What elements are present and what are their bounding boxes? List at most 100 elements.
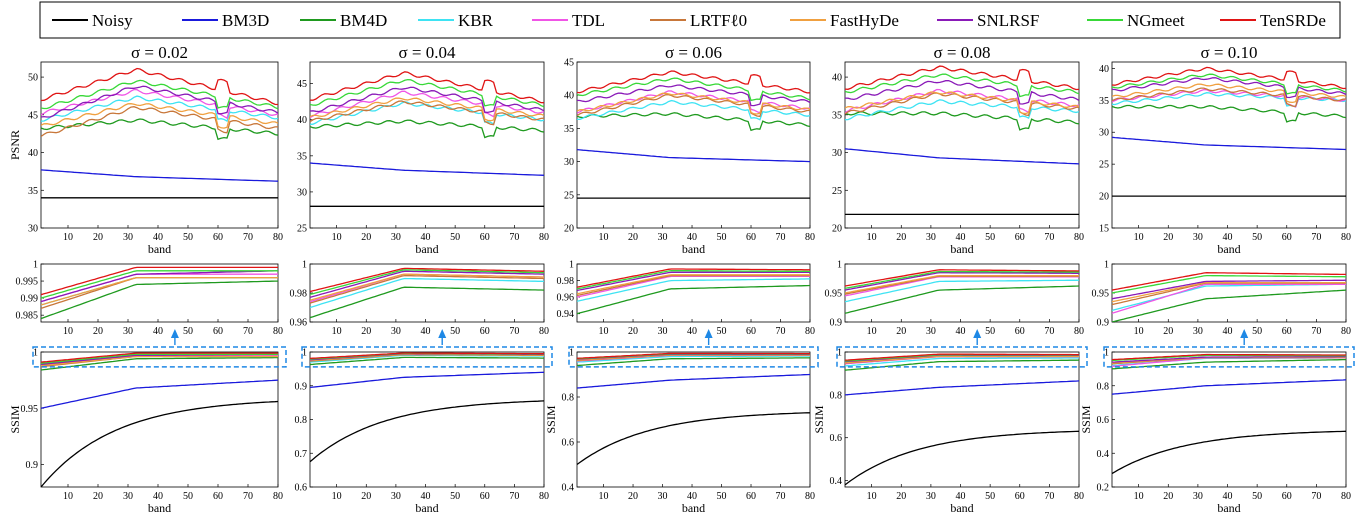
ssim-frame bbox=[576, 351, 811, 488]
series-line bbox=[1112, 274, 1346, 294]
psnr-frame bbox=[1111, 61, 1347, 229]
x-tick-label: 10 bbox=[599, 326, 609, 337]
x-tick-label: 50 bbox=[985, 326, 995, 337]
series-line bbox=[577, 92, 810, 115]
x-tick-label: 20 bbox=[93, 232, 103, 243]
y-tick-label: 25 bbox=[1099, 160, 1109, 171]
series-line bbox=[310, 78, 544, 108]
x-tick-label: 50 bbox=[717, 326, 727, 337]
ssim_zoom-plot: 10 20 30 40 50 60 70 80 0.94 0.96 0.98 1 bbox=[557, 260, 816, 338]
series-line bbox=[1112, 353, 1346, 361]
ssim_zoom-frame bbox=[40, 263, 279, 323]
series-line bbox=[41, 280, 278, 320]
y-tick-label: 0.96 bbox=[290, 318, 308, 329]
x-tick-label: 50 bbox=[717, 491, 727, 502]
x-tick-label: 80 bbox=[539, 326, 549, 337]
y-tick-label: 30 bbox=[1099, 128, 1109, 139]
x-tick-label: 80 bbox=[273, 326, 283, 337]
y-tick-label: 30 bbox=[832, 148, 842, 159]
series-line bbox=[41, 356, 278, 371]
y-axis-label: SSIM bbox=[1079, 405, 1093, 433]
ssim-plot: 10 20 30 40 50 60 70 80 0.4 0.6 0.8 1 band SSIM bbox=[544, 329, 819, 515]
x-tick-label: 50 bbox=[183, 491, 193, 502]
x-tick-label: 70 bbox=[776, 491, 786, 502]
y-tick-label: 35 bbox=[564, 124, 574, 135]
x-tick-label: 60 bbox=[1282, 326, 1292, 337]
x-tick-label: 10 bbox=[867, 491, 877, 502]
series-line bbox=[41, 352, 278, 363]
y-axis-label: SSIM bbox=[812, 405, 826, 433]
series-line bbox=[310, 354, 544, 363]
x-axis-label: band bbox=[950, 242, 973, 256]
series-line bbox=[577, 77, 810, 102]
series-line bbox=[577, 148, 810, 163]
x-tick-label: 40 bbox=[956, 491, 966, 502]
x-tick-label: 50 bbox=[450, 232, 460, 243]
x-tick-label: 80 bbox=[805, 491, 815, 502]
y-tick-label: 45 bbox=[297, 79, 307, 90]
y-tick-label: 0.95 bbox=[21, 404, 39, 415]
y-tick-label: 40 bbox=[297, 115, 307, 126]
legend-label: SNLRSF bbox=[977, 11, 1039, 30]
y-tick-label: 50 bbox=[28, 73, 38, 84]
y-tick-label: 0.8 bbox=[830, 390, 843, 401]
y-tick-label: 40 bbox=[564, 91, 574, 102]
y-tick-label: 0.6 bbox=[1097, 415, 1110, 426]
y-tick-label: 15 bbox=[1099, 224, 1109, 235]
x-tick-label: 70 bbox=[1044, 232, 1054, 243]
x-tick-label: 40 bbox=[956, 232, 966, 243]
x-tick-label: 40 bbox=[687, 491, 697, 502]
x-tick-label: 80 bbox=[1341, 326, 1351, 337]
y-tick-label: 1 bbox=[302, 260, 307, 271]
y-tick-label: 0.94 bbox=[557, 309, 575, 320]
series-line bbox=[41, 355, 278, 367]
x-tick-label: 80 bbox=[273, 491, 283, 502]
y-tick-label: 40 bbox=[28, 148, 38, 159]
series-line bbox=[310, 162, 544, 176]
series-line bbox=[845, 274, 1079, 294]
x-axis-label: band bbox=[415, 501, 438, 515]
x-tick-label: 80 bbox=[1074, 326, 1084, 337]
y-tick-label: 0.8 bbox=[1097, 381, 1110, 392]
x-tick-label: 60 bbox=[1282, 491, 1292, 502]
series-line bbox=[310, 119, 544, 139]
x-tick-label: 70 bbox=[243, 326, 253, 337]
series-line bbox=[845, 357, 1079, 367]
y-tick-label: 0.985 bbox=[16, 311, 39, 322]
ssim-frame bbox=[1111, 351, 1347, 488]
series-line bbox=[41, 266, 278, 296]
x-tick-label: 60 bbox=[480, 326, 490, 337]
x-tick-label: 60 bbox=[746, 232, 756, 243]
y-tick-label: 25 bbox=[832, 186, 842, 197]
y-tick-label: 0.6 bbox=[295, 483, 308, 494]
series-line bbox=[41, 79, 278, 110]
legend-box bbox=[39, 1, 1341, 39]
series-line bbox=[1112, 87, 1346, 107]
x-axis-label: band bbox=[1217, 501, 1240, 515]
series-line bbox=[577, 357, 810, 367]
x-tick-label: 10 bbox=[1134, 491, 1144, 502]
x-tick-label: 30 bbox=[123, 232, 133, 243]
x-tick-label: 80 bbox=[805, 232, 815, 243]
x-tick-label: 10 bbox=[867, 326, 877, 337]
series-line bbox=[310, 274, 544, 304]
series-line bbox=[41, 353, 278, 364]
x-tick-label: 50 bbox=[985, 491, 995, 502]
x-tick-label: 80 bbox=[539, 232, 549, 243]
x-tick-label: 20 bbox=[896, 326, 906, 337]
series-line bbox=[1112, 279, 1346, 300]
x-tick-label: 20 bbox=[1163, 491, 1173, 502]
series-line bbox=[41, 118, 278, 141]
psnr-plot: 10 20 30 40 50 60 70 80 30 35 40 45 50 band PSNR bbox=[8, 61, 283, 256]
series-line bbox=[1112, 66, 1346, 90]
x-tick-label: 50 bbox=[1252, 232, 1262, 243]
x-tick-label: 40 bbox=[153, 326, 163, 337]
series-line bbox=[845, 91, 1079, 115]
x-tick-label: 20 bbox=[93, 326, 103, 337]
x-tick-label: 80 bbox=[539, 491, 549, 502]
y-tick-label: 0.6 bbox=[830, 433, 843, 444]
psnr-frame bbox=[40, 61, 279, 229]
y-tick-label: 0.9 bbox=[26, 460, 39, 471]
